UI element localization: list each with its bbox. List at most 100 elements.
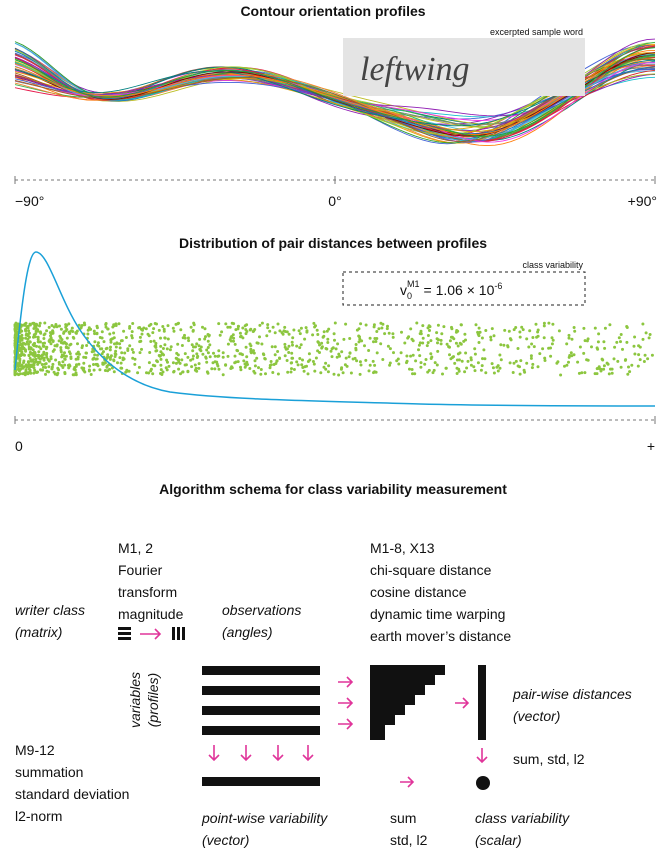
distance-dot (89, 328, 92, 331)
label: M1, 2 (118, 540, 153, 556)
distance-dot (245, 355, 248, 358)
distance-dot (618, 336, 621, 339)
axis-label: 0° (328, 193, 341, 209)
distance-dot (295, 345, 298, 348)
distance-dot (411, 338, 414, 341)
axis-label: 0 (15, 438, 23, 454)
distance-dot (184, 364, 187, 367)
distance-dot (177, 353, 180, 356)
distance-dot (456, 367, 459, 370)
distance-dot (517, 365, 520, 368)
distance-dot (161, 325, 164, 328)
distance-dot (455, 342, 458, 345)
distance-dot (69, 355, 72, 358)
distance-dot (241, 327, 244, 330)
formula: v0M1= 1.06 × 10-6 (400, 279, 502, 301)
distance-dot (403, 342, 406, 345)
distance-dot (269, 366, 272, 369)
distance-dot (239, 368, 242, 371)
distance-dot (590, 345, 593, 348)
distance-dot (96, 363, 99, 366)
distance-dot (603, 347, 606, 350)
distance-dot (68, 331, 71, 334)
distance-dot (291, 344, 294, 347)
distance-dot (498, 354, 501, 357)
distance-dot (260, 343, 263, 346)
distance-dot (162, 371, 165, 374)
distance-dot (113, 336, 116, 339)
distance-dot (53, 348, 56, 351)
distance-dot (586, 339, 589, 342)
distance-dot (559, 374, 562, 377)
icon (118, 632, 131, 635)
distance-dot (45, 329, 48, 332)
distance-dot (436, 337, 439, 340)
distance-dot (29, 357, 32, 360)
distance-dot (45, 346, 48, 349)
distance-dot (266, 326, 269, 329)
distance-dot (253, 352, 256, 355)
distance-dot (173, 370, 176, 373)
distance-dot (252, 330, 255, 333)
distance-dot (531, 366, 534, 369)
distance-dot (642, 338, 645, 341)
distance-dot (239, 366, 242, 369)
distance-dot (551, 323, 554, 326)
bar (202, 706, 320, 715)
distance-dot (50, 355, 53, 358)
distance-dot (258, 335, 261, 338)
distance-dot (499, 367, 502, 370)
distance-dot (587, 359, 590, 362)
label: summation (15, 764, 83, 780)
distance-dot (106, 347, 109, 350)
distance-dot (473, 347, 476, 350)
distance-dot (464, 339, 467, 342)
distance-dot (512, 371, 515, 374)
distance-dot (579, 346, 582, 349)
distance-dot (411, 368, 414, 371)
distance-dot (176, 343, 179, 346)
icon (172, 627, 175, 640)
distance-dot (93, 340, 96, 343)
distance-dot (441, 373, 444, 376)
label: l2-norm (15, 808, 62, 824)
distance-dot (88, 370, 91, 373)
distance-dot (60, 355, 63, 358)
distance-dot (60, 349, 63, 352)
distance-dot (104, 362, 107, 365)
distance-dot (234, 355, 237, 358)
distance-dot (198, 362, 201, 365)
distance-dot (568, 337, 571, 340)
icon (182, 627, 185, 640)
distance-dot (373, 325, 376, 328)
distance-dot (262, 353, 265, 356)
distance-dot (530, 343, 533, 346)
distance-dot (333, 373, 336, 376)
distance-dot (389, 347, 392, 350)
distance-dot (33, 364, 36, 367)
distance-dot (18, 361, 21, 364)
distance-dot (199, 349, 202, 352)
distance-dot (381, 323, 384, 326)
label: (vector) (513, 708, 560, 724)
distance-dot (445, 367, 448, 370)
distance-dot (50, 367, 53, 370)
distance-dot (477, 331, 480, 334)
distance-dot (453, 362, 456, 365)
distance-dot (290, 361, 293, 364)
distance-dot (303, 338, 306, 341)
distance-dot (338, 355, 341, 358)
distance-dot (517, 347, 520, 350)
distance-dot (613, 346, 616, 349)
distance-dot (220, 330, 223, 333)
distance-dot (58, 325, 61, 328)
distance-dot (32, 327, 35, 330)
distance-dot (88, 365, 91, 368)
distance-dot (327, 364, 330, 367)
distance-dot (245, 346, 248, 349)
distance-dot (249, 328, 252, 331)
distance-dot (254, 364, 257, 367)
distance-dot (608, 372, 611, 375)
distance-dot (148, 334, 151, 337)
distance-dot (114, 355, 117, 358)
